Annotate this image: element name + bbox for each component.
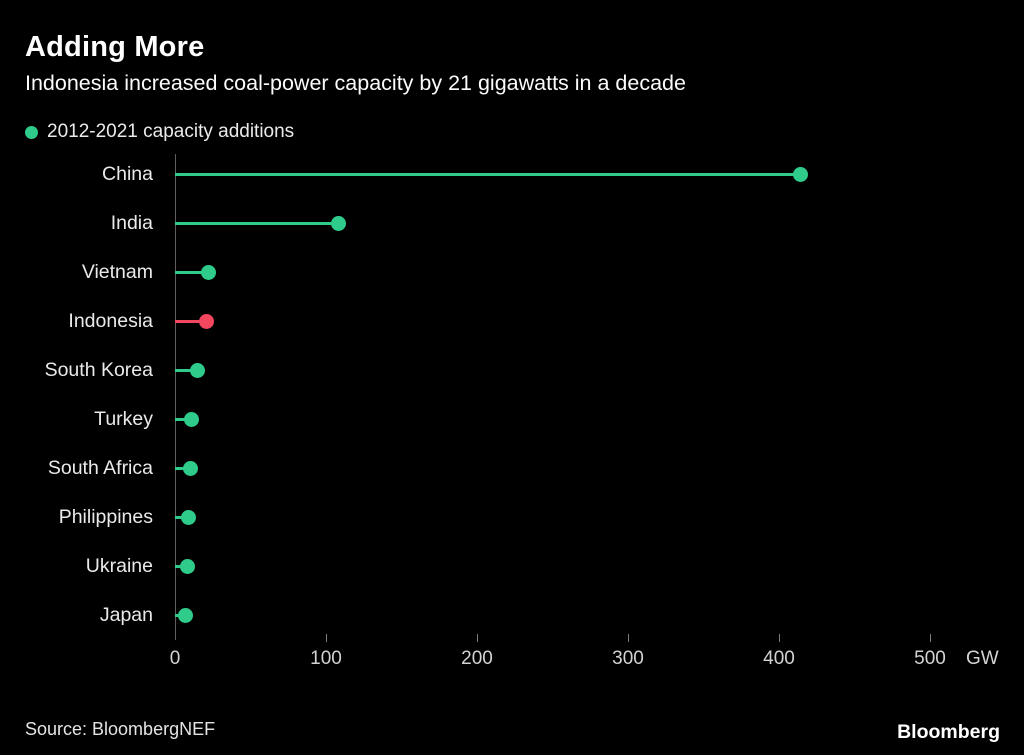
data-point-dot (184, 412, 200, 427)
x-axis-tick-label: 300 (612, 648, 644, 669)
x-axis-tick-label: 0 (169, 648, 181, 669)
chart-row: Vietnam (0, 248, 1024, 297)
x-axis-tick (628, 634, 629, 642)
chart-subtitle: Indonesia increased coal-power capacity … (25, 71, 686, 95)
category-label: China (102, 163, 153, 185)
lollipop-track (175, 493, 1024, 542)
data-point-dot (178, 608, 194, 623)
lollipop-chart: China India Vietnam Indonesia South Korea Tur… (0, 150, 1024, 640)
category-label: Philippines (58, 506, 153, 528)
chart-row: Philippines (0, 493, 1024, 542)
lollipop-track (175, 395, 1024, 444)
lollipop-track (175, 297, 1024, 346)
x-axis-tick (477, 634, 478, 642)
x-axis-tick-label: 100 (310, 648, 342, 669)
lollipop-stem (175, 173, 801, 176)
x-axis-tick-label: 500 (914, 648, 946, 669)
lollipop-track (175, 591, 1024, 640)
bloomberg-logo: Bloomberg (897, 721, 1000, 743)
zero-axis-line (175, 154, 176, 640)
chart-title: Adding More (25, 31, 205, 63)
chart-row: South Africa (0, 444, 1024, 493)
category-label: Vietnam (81, 261, 153, 283)
x-axis-tick (930, 634, 931, 642)
x-axis-tick-label: 200 (461, 648, 493, 669)
x-axis-tick-label: 400 (763, 648, 795, 669)
x-axis-tick (779, 634, 780, 642)
category-label: India (110, 212, 153, 234)
chart-row: China (0, 150, 1024, 199)
lollipop-stem (175, 222, 339, 225)
lollipop-stem (175, 271, 209, 274)
data-point-dot (199, 314, 215, 329)
lollipop-stem (175, 369, 198, 372)
data-point-dot (190, 363, 206, 378)
data-point-dot (792, 167, 808, 182)
lollipop-track (175, 199, 1024, 248)
chart-row: South Korea (0, 346, 1024, 395)
source-note: Source: BloombergNEF (25, 719, 216, 739)
plot-area: China India Vietnam Indonesia South Korea Tur… (0, 150, 1024, 640)
lollipop-stem (175, 418, 192, 421)
legend: 2012-2021 capacity additions (25, 121, 294, 143)
lollipop-stem (175, 467, 191, 470)
chart-row: Indonesia (0, 297, 1024, 346)
chart-row: Ukraine (0, 542, 1024, 591)
chart-row: Turkey (0, 395, 1024, 444)
data-point-dot (182, 461, 198, 476)
lollipop-track (175, 346, 1024, 395)
lollipop-stem (175, 320, 207, 323)
category-label: Indonesia (68, 310, 153, 332)
data-point-dot (179, 559, 195, 574)
category-label: Turkey (94, 408, 153, 430)
x-axis: GW 0 100 200 300 400 500 (170, 634, 999, 678)
data-point-dot (181, 510, 197, 525)
lollipop-track (175, 248, 1024, 297)
chart-row: India (0, 199, 1024, 248)
lollipop-track (175, 542, 1024, 591)
category-label: Ukraine (85, 555, 153, 577)
x-axis-tick (326, 634, 327, 642)
data-point-dot (200, 265, 216, 280)
legend-label: 2012-2021 capacity additions (47, 121, 295, 142)
category-label: Japan (99, 604, 153, 626)
x-axis-unit: GW (966, 648, 999, 669)
chart-row: Japan (0, 591, 1024, 640)
legend-dot-icon (25, 125, 38, 139)
lollipop-track (175, 444, 1024, 493)
data-point-dot (330, 216, 346, 231)
lollipop-track (175, 150, 1024, 199)
category-label: South Korea (44, 359, 153, 381)
category-label: South Africa (47, 457, 153, 479)
